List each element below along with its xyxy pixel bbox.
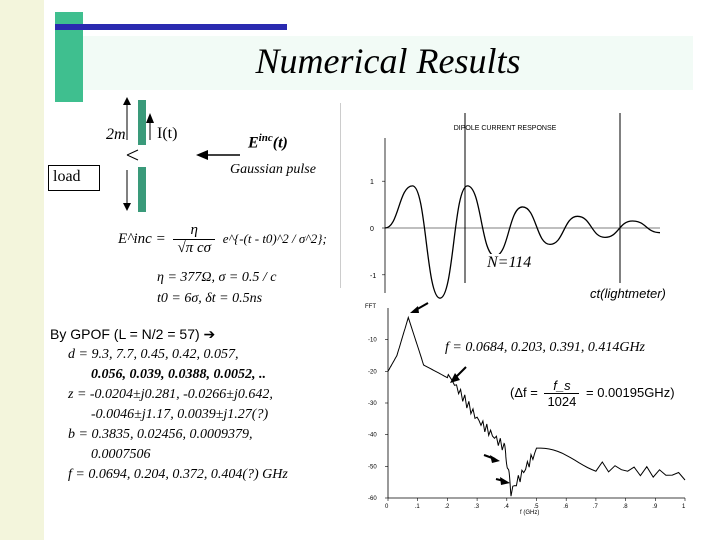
chart2-xtick-label: .9 bbox=[652, 504, 658, 510]
pointer-4-arrow-icon bbox=[500, 477, 510, 485]
field-label-arg: (t) bbox=[272, 134, 288, 152]
gpof-line1: By GPOF (L = N/2 = 57) ➔ bbox=[50, 325, 215, 344]
title-band bbox=[83, 36, 693, 90]
delta-num: f_s bbox=[544, 378, 580, 394]
load-lead-2 bbox=[126, 154, 139, 161]
gpof-line1-text: By GPOF (L = N/2 = 57) bbox=[50, 326, 200, 342]
delta-rhs: = 0.00195GHz) bbox=[586, 384, 675, 400]
left-decorative-stripe bbox=[0, 0, 44, 540]
dimension-arrow-up-icon bbox=[123, 97, 131, 105]
field-label-sup: inc bbox=[258, 132, 273, 144]
chart2-xtick-label: .4 bbox=[504, 504, 510, 510]
chart1-ytick-label: -1 bbox=[370, 273, 376, 280]
chart2-xtick-label: 0 bbox=[385, 504, 389, 510]
gpof-line2: d = 9.3, 7.7, 0.45, 0.42, 0.057, bbox=[68, 347, 239, 362]
field-label: Einc(t) bbox=[248, 132, 288, 152]
gpof-line4: z = -0.0204±j0.281, -0.0266±j0.642, bbox=[68, 387, 273, 402]
pulse-label: Gaussian pulse bbox=[230, 162, 316, 177]
chart2-xlabel: f (GHz) bbox=[520, 510, 539, 516]
chart2-ytick-label: -30 bbox=[368, 401, 377, 407]
gpof-line7: 0.0007506 bbox=[91, 447, 151, 462]
current-label: I(t) bbox=[157, 125, 178, 142]
pointer-2-arrow-icon bbox=[450, 373, 460, 383]
blue-accent-bar bbox=[55, 24, 287, 30]
load-lead bbox=[126, 149, 139, 156]
field-label-base: E bbox=[248, 134, 259, 152]
delta-f-equation: (Δf = f_s 1024 = 0.00195GHz) bbox=[510, 378, 675, 409]
chart2-xtick-label: .8 bbox=[623, 504, 629, 510]
dipole-current-chart: DIPOLE CURRENT RESPONSE 1 0 -1 ct(lightmet… bbox=[340, 103, 666, 301]
slide-title: Numerical Results bbox=[255, 41, 521, 81]
fft-freq-line: f = 0.0684, 0.203, 0.391, 0.414GHz bbox=[445, 340, 646, 355]
gpof-line6: b = 0.3835, 0.02456, 0.0009379, bbox=[68, 427, 253, 442]
gpof-line3: 0.056, 0.039, 0.0388, 0.0052, .. bbox=[91, 367, 266, 382]
gpof-line5: -0.0046±j1.17, 0.0039±j1.27(?) bbox=[91, 407, 269, 422]
chart1-title: DIPOLE CURRENT RESPONSE bbox=[454, 125, 557, 132]
chart2-xtick-label: .3 bbox=[474, 504, 480, 510]
incident-field-arrow-icon bbox=[196, 150, 208, 160]
chart1-series-line bbox=[384, 185, 661, 299]
params-line1: η = 377Ω, σ = 0.5 / c bbox=[157, 270, 277, 285]
delta-lhs: (Δf = bbox=[510, 384, 538, 400]
dipole-schematic bbox=[123, 97, 240, 212]
einc-exp: e^{-(t - t0)^2 / σ^2}; bbox=[222, 230, 327, 246]
current-arrow-icon bbox=[146, 113, 154, 123]
einc-lhs: E^inc = bbox=[118, 230, 166, 247]
load-box: load bbox=[48, 165, 100, 191]
chart2-xtick-label: .1 bbox=[415, 504, 421, 510]
n-label: N=114 bbox=[487, 254, 532, 272]
load-label: load bbox=[53, 168, 81, 185]
chart2-series-line bbox=[387, 315, 686, 497]
chart2-ytick-label: -10 bbox=[368, 338, 377, 344]
delta-den: 1024 bbox=[547, 394, 577, 409]
dimension-label: 2m bbox=[106, 126, 126, 143]
pointer-1-arrow-icon bbox=[410, 306, 419, 313]
right-arrow-icon: ➔ bbox=[203, 326, 216, 342]
dipole-upper-arm bbox=[138, 100, 146, 145]
chart2-ytick-label: -20 bbox=[368, 369, 377, 375]
chart2-xtick-label: .5 bbox=[534, 504, 540, 510]
chart2-xtick-label: 1 bbox=[682, 504, 686, 510]
chart1-ytick-label: 1 bbox=[370, 179, 374, 186]
params-line2: t0 = 6σ, δt = 0.5ns bbox=[157, 291, 263, 306]
einc-den: √π cσ bbox=[177, 240, 212, 256]
chart2-ytick-label: -40 bbox=[368, 433, 377, 439]
dipole-lower-arm bbox=[138, 167, 146, 212]
einc-num: η bbox=[173, 222, 216, 240]
chart2-ytick-label: -50 bbox=[368, 464, 377, 470]
chart2-xtick-label: .2 bbox=[444, 504, 450, 510]
chart2-xtick-label: .6 bbox=[563, 504, 569, 510]
chart1-ytick-label: 0 bbox=[370, 226, 374, 233]
chart2-title: FFT bbox=[365, 304, 376, 310]
chart2-ytick-label: -60 bbox=[368, 496, 377, 502]
einc-equation: E^inc = η √π cσ e^{-(t - t0)^2 / σ^2}; bbox=[118, 222, 327, 257]
peak-pointers bbox=[410, 302, 510, 485]
pointer-3-arrow-icon bbox=[490, 455, 500, 463]
fft-chart: FFT -10 -20 -30 -40 -50 -60 0 .1 .2 .3 .4 .5 .6 .7 .8… bbox=[365, 304, 686, 516]
gpof-line8: f = 0.0694, 0.204, 0.372, 0.404(?) GHz bbox=[68, 467, 288, 482]
chart1-xlabel: ct(lightmeter) bbox=[590, 286, 666, 301]
chart2-xtick-label: .7 bbox=[593, 504, 599, 510]
dimension-arrow-down-icon bbox=[123, 203, 131, 211]
